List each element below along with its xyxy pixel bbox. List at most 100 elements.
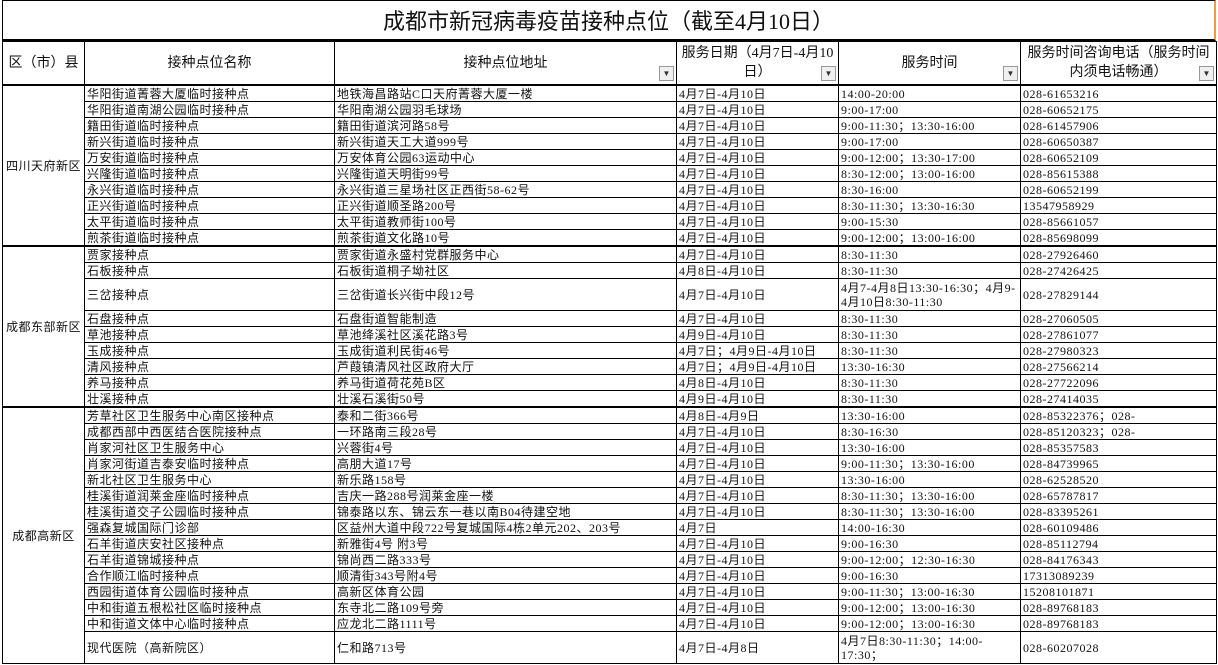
service-date-cell[interactable]: 4月7日-4月10日 xyxy=(676,245,839,263)
phone-cell[interactable]: 028-65787817 xyxy=(1020,487,1217,504)
site-name-cell[interactable]: 芳草社区卫生服务中心南区接种点 xyxy=(84,406,335,424)
service-time-cell[interactable]: 9:00-11:30；13:30-16:00 xyxy=(838,117,1021,134)
service-time-cell[interactable]: 9:00-17:00 xyxy=(838,101,1021,118)
site-name-cell[interactable]: 华阳街道菁蓉大厦临时接种点 xyxy=(84,84,335,102)
site-name-cell[interactable]: 清风接种点 xyxy=(84,358,335,375)
service-time-cell[interactable]: 14:00-20:00 xyxy=(838,84,1021,102)
service-date-cell[interactable]: 4月7日-4月10日 xyxy=(676,133,839,150)
site-name-cell[interactable]: 正兴街道临时接种点 xyxy=(84,197,335,214)
site-name-cell[interactable]: 石板接种点 xyxy=(84,262,335,279)
service-time-cell[interactable]: 13:30-16:00 xyxy=(838,406,1021,424)
service-time-cell[interactable]: 9:00-12:00；13:00-16:30 xyxy=(838,599,1021,616)
address-cell[interactable]: 顺清街343号附4号 xyxy=(334,567,677,584)
service-time-cell[interactable]: 8:30-11:30 xyxy=(838,342,1021,359)
address-cell[interactable]: 华阳南湖公园羽毛球场 xyxy=(334,101,677,118)
service-time-cell[interactable]: 13:30-16:00 xyxy=(838,439,1021,456)
address-cell[interactable]: 新雅街4号 附3号 xyxy=(334,535,677,552)
service-date-cell[interactable]: 4月7日-4月10日 xyxy=(676,599,839,616)
service-date-cell[interactable]: 4月7日-4月10日 xyxy=(676,487,839,504)
site-name-cell[interactable]: 煎茶街道临时接种点 xyxy=(84,229,335,247)
service-time-cell[interactable]: 8:30-11:30 xyxy=(838,374,1021,391)
phone-cell[interactable]: 028-89768183 xyxy=(1020,599,1217,616)
address-cell[interactable]: 壮溪石溪街50号 xyxy=(334,390,677,408)
address-cell[interactable]: 芦葭镇清风社区政府大厅 xyxy=(334,358,677,375)
site-name-cell[interactable]: 中和街道文体中心临时接种点 xyxy=(84,615,335,632)
address-cell[interactable]: 养马街道荷花苑B区 xyxy=(334,374,677,391)
address-cell[interactable]: 万安体育公园63运动中心 xyxy=(334,149,677,166)
site-name-cell[interactable]: 肖家河街道吉泰安临时接种点 xyxy=(84,455,335,472)
site-name-cell[interactable]: 新北社区卫生服务中心 xyxy=(84,471,335,488)
service-time-cell[interactable]: 8:30-11:30 xyxy=(838,245,1021,263)
address-cell[interactable]: 石盘街道智能制造 xyxy=(334,310,677,327)
service-date-cell[interactable]: 4月7日-4月10日 xyxy=(676,583,839,600)
service-time-cell[interactable]: 8:30-11:30；13:30-16:00 xyxy=(838,487,1021,504)
address-cell[interactable]: 玉成街道利民街46号 xyxy=(334,342,677,359)
service-date-cell[interactable]: 4月7日-4月8日 xyxy=(676,631,839,664)
address-cell[interactable]: 高新区体育公园 xyxy=(334,583,677,600)
address-cell[interactable]: 太平街道教师街100号 xyxy=(334,213,677,230)
service-time-cell[interactable]: 9:00-12:00；12:30-16:30 xyxy=(838,551,1021,568)
service-date-cell[interactable]: 4月7日-4月10日 xyxy=(676,101,839,118)
address-cell[interactable]: 区益州大道中段722号复城国际4栋2单元202、203号 xyxy=(334,519,677,536)
phone-cell[interactable]: 028-27926460 xyxy=(1020,245,1217,263)
address-cell[interactable]: 泰和二街366号 xyxy=(334,406,677,424)
service-time-cell[interactable]: 8:30-12:00；13:00-16:00 xyxy=(838,165,1021,182)
address-cell[interactable]: 锦泰路以东、锦云东一巷以南B04待建空地 xyxy=(334,503,677,520)
service-time-cell[interactable]: 9:00-16:30 xyxy=(838,567,1021,584)
site-name-cell[interactable]: 桂溪街道润莱金座临时接种点 xyxy=(84,487,335,504)
address-cell[interactable]: 石板街道桐子坳社区 xyxy=(334,262,677,279)
site-name-cell[interactable]: 太平街道临时接种点 xyxy=(84,213,335,230)
site-name-cell[interactable]: 养马接种点 xyxy=(84,374,335,391)
address-cell[interactable]: 三岔街道长兴街中段12号 xyxy=(334,278,677,311)
address-cell[interactable]: 仁和路713号 xyxy=(334,631,677,664)
address-cell[interactable]: 新乐路158号 xyxy=(334,471,677,488)
service-date-cell[interactable]: 4月7日-4月10日 xyxy=(676,310,839,327)
address-cell[interactable]: 东寺北二路109号旁 xyxy=(334,599,677,616)
service-date-cell[interactable]: 4月7日-4月10日 xyxy=(676,551,839,568)
phone-cell[interactable]: 028-61457906 xyxy=(1020,117,1217,134)
header-site-name[interactable]: 接种点位名称 xyxy=(84,41,335,86)
phone-cell[interactable]: 028-27722096 xyxy=(1020,374,1217,391)
service-time-cell[interactable]: 9:00-11:30；13:00-16:30 xyxy=(838,583,1021,600)
address-cell[interactable]: 兴蓉街4号 xyxy=(334,439,677,456)
phone-cell[interactable]: 028-85698099 xyxy=(1020,229,1217,247)
header-phone[interactable]: 服务时间咨询电话（服务时间内须电话畅通） ▼ xyxy=(1020,41,1217,86)
service-date-cell[interactable]: 4月7日 xyxy=(676,519,839,536)
header-service-date[interactable]: 服务日期（4月7日-4月10日） ▼ xyxy=(676,41,839,86)
site-name-cell[interactable]: 西园街道体育公园临时接种点 xyxy=(84,583,335,600)
service-date-cell[interactable]: 4月7日-4月10日 xyxy=(676,149,839,166)
site-name-cell[interactable]: 合作顺江临时接种点 xyxy=(84,567,335,584)
phone-cell[interactable]: 028-27861077 xyxy=(1020,326,1217,343)
service-time-cell[interactable]: 13:30-16:00 xyxy=(838,471,1021,488)
service-time-cell[interactable]: 14:00-16:30 xyxy=(838,519,1021,536)
service-date-cell[interactable]: 4月7日-4月10日 xyxy=(676,197,839,214)
site-name-cell[interactable]: 兴隆街道临时接种点 xyxy=(84,165,335,182)
service-time-cell[interactable]: 4月7-4月8日13:30-16:30；4月9-4月10日8:30-11:30 xyxy=(838,278,1021,311)
service-time-cell[interactable]: 8:30-11:30 xyxy=(838,326,1021,343)
site-name-cell[interactable]: 石羊街道庆安社区接种点 xyxy=(84,535,335,552)
address-cell[interactable]: 贾家街道永盛村党群服务中心 xyxy=(334,245,677,263)
service-time-cell[interactable]: 4月7日8:30-11:30；14:00-17:30； xyxy=(838,631,1021,664)
phone-cell[interactable]: 028-89768183 xyxy=(1020,615,1217,632)
phone-cell[interactable]: 028-85615388 xyxy=(1020,165,1217,182)
service-date-cell[interactable]: 4月7日-4月10日 xyxy=(676,535,839,552)
address-cell[interactable]: 籍田街道滨河路58号 xyxy=(334,117,677,134)
site-name-cell[interactable]: 永兴街道临时接种点 xyxy=(84,181,335,198)
service-time-cell[interactable]: 9:00-12:00；13:00-16:00 xyxy=(838,229,1021,247)
service-date-cell[interactable]: 4月7日-4月10日 xyxy=(676,84,839,102)
service-date-cell[interactable]: 4月8日-4月9日 xyxy=(676,406,839,424)
address-cell[interactable]: 一环路南三段28号 xyxy=(334,423,677,440)
site-name-cell[interactable]: 现代医院（高新院区） xyxy=(84,631,335,664)
service-date-cell[interactable]: 4月7日-4月10日 xyxy=(676,278,839,311)
address-cell[interactable]: 正兴街道顺圣路200号 xyxy=(334,197,677,214)
address-cell[interactable]: 锦尚西二路333号 xyxy=(334,551,677,568)
service-time-cell[interactable]: 9:00-16:30 xyxy=(838,535,1021,552)
service-date-cell[interactable]: 4月7日；4月9日-4月10日 xyxy=(676,358,839,375)
service-time-cell[interactable]: 9:00-17:00 xyxy=(838,133,1021,150)
dropdown-arrow-icon[interactable]: ▼ xyxy=(659,66,674,81)
service-date-cell[interactable]: 4月7日-4月10日 xyxy=(676,455,839,472)
district-cell[interactable]: 成都东部新区 xyxy=(2,245,85,408)
service-date-cell[interactable]: 4月7日-4月10日 xyxy=(676,615,839,632)
dropdown-arrow-icon[interactable]: ▼ xyxy=(821,66,836,81)
service-date-cell[interactable]: 4月7日-4月10日 xyxy=(676,165,839,182)
